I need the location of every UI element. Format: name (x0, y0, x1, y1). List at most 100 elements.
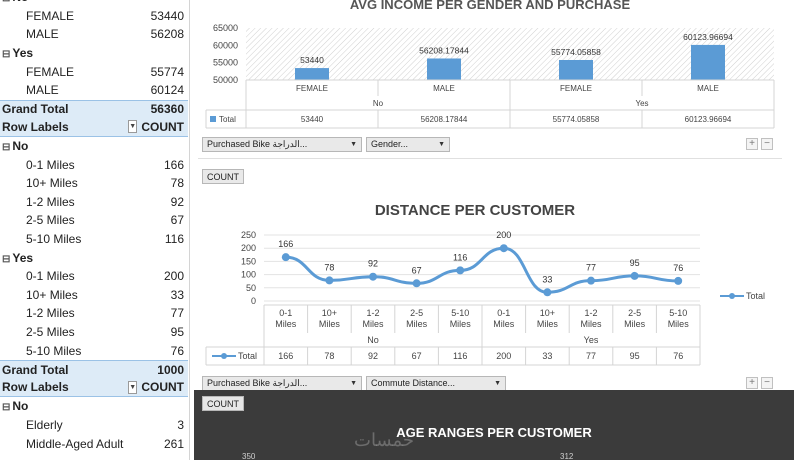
filter-gender[interactable]: Gender... ▼ (366, 136, 450, 152)
filter-label: Commute Distance... (371, 378, 456, 388)
pivot-row-group[interactable]: ⊟No (0, 137, 188, 156)
chart-avg-income: AVG INCOME PER GENDER AND PURCHASE 65000 6… (205, 0, 775, 129)
value-text: 76 (170, 343, 184, 358)
collapse-icon[interactable]: ⊟ (2, 0, 10, 4)
chevron-down-icon: ▼ (350, 140, 357, 148)
count-button[interactable]: COUNT (202, 396, 244, 411)
label-text: 0-1 Miles (26, 157, 75, 172)
chart2-filter-bar: Purchased Bike الدراجة... ▼ Commute Dista… (202, 375, 506, 391)
legend-label: Total (746, 291, 765, 301)
y-tick-label: 50 (246, 283, 256, 293)
collapse-icon[interactable]: ⊟ (2, 49, 11, 61)
pivot-row-label: MALE (0, 83, 128, 97)
label-text: Middle-Aged Adult (26, 436, 124, 451)
filter-purchased-bike[interactable]: Purchased Bike الدراجة... ▼ (202, 136, 362, 152)
pivot-row-item: FEMALE 53440 (0, 7, 188, 26)
chart-age-ranges-panel[interactable]: COUNT خمسات AGE RANGES PER CUSTOMER 350 … (194, 390, 794, 460)
expand-button[interactable]: + (746, 377, 758, 389)
data-label: 312 (560, 452, 574, 460)
data-label: 92 (368, 259, 378, 269)
table-value: 200 (496, 351, 511, 361)
pivot-row-item: MALE 60124 (0, 81, 188, 100)
pivot-row-value: 33 (128, 288, 188, 302)
bar (295, 68, 329, 80)
pivot-row-value: 76 (128, 344, 188, 358)
collapse-icon[interactable]: ⊟ (2, 402, 11, 414)
label-text: Grand Total (2, 102, 69, 117)
pivot-row-value: 78 (128, 176, 188, 190)
y-tick-label: 250 (241, 230, 256, 240)
pivot-row-total: Grand Total 56360 (0, 99, 188, 119)
pivot-row-group[interactable]: ⊟No (0, 0, 188, 7)
table-value: 60123.96694 (685, 115, 732, 124)
filter-purchased-bike[interactable]: Purchased Bike الدراجة... ▼ (202, 375, 362, 391)
table-value: 76 (673, 351, 683, 361)
pivot-row-label: ⊟ Yes (0, 46, 128, 60)
label-text: 0-1 Miles (26, 269, 75, 284)
axis-tick-label: 350 (242, 452, 256, 460)
axis-table (205, 79, 775, 129)
table-value: 53440 (301, 115, 324, 124)
data-label: 76 (673, 263, 683, 273)
chart-distance-panel[interactable]: COUNT DISTANCE PER CUSTOMER 250 200 150 100 5… (198, 158, 782, 391)
pivot-row-label: 5-10 Miles (0, 232, 128, 246)
data-point (674, 276, 683, 285)
value-text: 33 (170, 287, 184, 302)
data-label: 56208.17844 (419, 45, 469, 55)
filter-label: Purchased Bike الدراجة... (207, 377, 308, 388)
label-text: Yes (12, 46, 34, 61)
pivot-row-item: MALE 56208 (0, 25, 188, 44)
collapse-icon[interactable]: ⊟ (2, 253, 11, 265)
table-value: 92 (368, 351, 378, 361)
chart-avg-income-panel[interactable]: AVG INCOME PER GENDER AND PURCHASE 65000 6… (198, 0, 782, 152)
legend-swatch (210, 116, 216, 122)
pivot-row-header[interactable]: Row Labels ▼ COUNT (0, 378, 188, 398)
data-label: 116 (453, 252, 467, 262)
data-label: 55774.05858 (551, 47, 601, 57)
pivot-row-group[interactable]: ⊟ Yes (0, 248, 188, 267)
label-text: No (12, 139, 29, 154)
x-tick-label: 5-10 Miles (668, 308, 690, 329)
value-text: 3 (177, 418, 184, 433)
watermark: خمسات (354, 430, 415, 450)
collapse-button[interactable]: − (761, 377, 773, 389)
pivot-row-item: 1-2 Miles 77 (0, 304, 188, 323)
expand-button[interactable]: + (746, 138, 758, 150)
pivot-row-group[interactable]: ⊟ Yes (0, 44, 188, 63)
y-tick-label: 200 (241, 243, 256, 253)
pivot-row-label: Grand Total (0, 102, 128, 116)
pivot-row-item: 0-1 Miles 166 (0, 155, 188, 174)
y-tick-label: 100 (241, 270, 256, 280)
label-text: No (12, 399, 29, 414)
pivot-row-header[interactable]: Row Labels ▼ COUNT (0, 118, 188, 137)
series-line (285, 246, 679, 294)
pivot-row-group[interactable]: ⊟No (0, 397, 188, 416)
pivot-row-item: 10+ Miles 33 (0, 286, 188, 305)
value-text: 78 (170, 176, 184, 191)
label-text: 10+ Miles (26, 176, 78, 191)
label-text: No (12, 0, 28, 4)
filter-label: Gender... (371, 139, 409, 149)
pivot-row-label: ⊟No (0, 399, 128, 413)
pivot-table: ⊟NoFEMALE53440MALE56208⊟YesFEMALE55774MA… (0, 0, 190, 460)
pivot-row-item: 1-2 Miles 92 (0, 193, 188, 212)
y-tick-label: 60000 (213, 40, 238, 50)
collapse-button[interactable]: − (761, 138, 773, 150)
data-label: 77 (586, 263, 596, 273)
pivot-row-value: ▼ COUNT (128, 380, 188, 394)
filter-dropdown-icon[interactable]: ▼ (128, 120, 138, 134)
pivot-row-label: Middle-Aged Adult (0, 437, 128, 451)
filter-commute-distance[interactable]: Commute Distance... ▼ (366, 375, 506, 391)
value-text: 116 (164, 232, 184, 247)
count-button[interactable]: COUNT (202, 169, 244, 184)
table-value: 78 (324, 351, 334, 361)
chevron-down-icon: ▼ (438, 140, 445, 148)
pivot-row-label: FEMALE (0, 9, 128, 23)
pivot-row-value: 55774 (128, 65, 188, 79)
x-tick-label: 1-2 Miles (580, 308, 602, 329)
label-text: MALE (26, 83, 59, 98)
value-text: 95 (170, 325, 184, 340)
label-text: Row Labels (2, 119, 69, 134)
filter-dropdown-icon[interactable]: ▼ (128, 380, 138, 394)
collapse-icon[interactable]: ⊟ (2, 142, 11, 154)
